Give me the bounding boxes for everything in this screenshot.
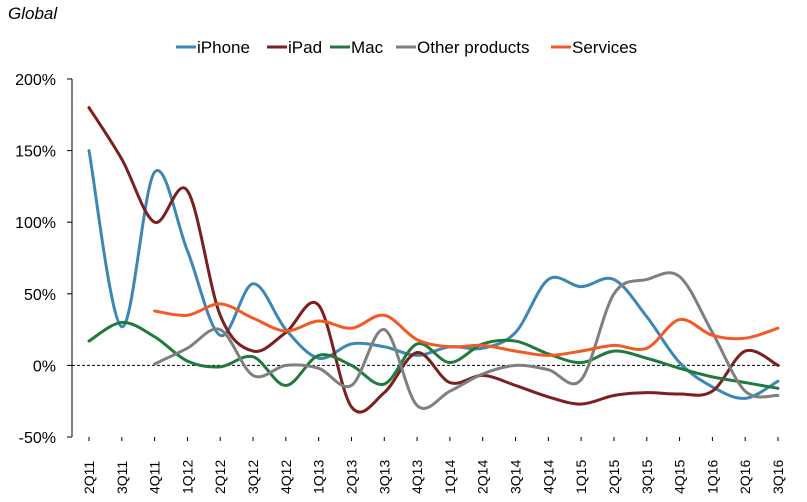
x-tick-label: 4Q15	[672, 460, 688, 494]
x-tick-label: 3Q15	[639, 460, 655, 494]
y-tick-label: -50%	[19, 430, 56, 447]
y-tick-label: 100%	[15, 215, 56, 232]
x-tick-label: 3Q12	[245, 460, 261, 494]
legend-label-other-products: Other products	[417, 38, 529, 57]
x-tick-label: 4Q14	[540, 460, 556, 494]
x-tick-label: 4Q12	[278, 460, 294, 494]
x-tick-label: 3Q16	[770, 460, 786, 494]
legend-label-ipad: iPad	[288, 38, 322, 57]
series-line-services	[153, 302, 780, 357]
series-line-mac	[87, 320, 780, 390]
legend-label-iphone: iPhone	[197, 38, 250, 57]
y-axis: -50% 0% 50% 100% 150% 200%	[15, 72, 72, 447]
y-tick-label: 0%	[33, 358, 56, 375]
chart-title: Global	[8, 4, 58, 23]
x-tick-label: 2Q14	[475, 460, 491, 494]
x-tick-label: 4Q11	[147, 461, 163, 494]
x-tick-label: 2Q13	[343, 460, 359, 494]
x-tick-label: 1Q12	[179, 460, 195, 494]
legend-label-services: Services	[572, 38, 637, 57]
series-line-other-products	[153, 271, 780, 410]
x-tick-label: 1Q15	[573, 460, 589, 494]
x-tick-label: 2Q15	[606, 460, 622, 494]
y-tick-label: 200%	[15, 72, 56, 89]
y-tick-label: 150%	[15, 144, 56, 161]
x-tick-label: 4Q13	[409, 460, 425, 494]
series-lines	[87, 106, 780, 414]
x-tick-label: 3Q11	[114, 461, 130, 494]
x-tick-label: 3Q13	[376, 460, 392, 494]
y-tick-label: 50%	[24, 287, 56, 304]
x-tick-label: 1Q16	[704, 460, 720, 494]
x-tick-label: 2Q11	[81, 461, 97, 494]
legend-label-mac: Mac	[351, 38, 384, 57]
x-tick-label: 1Q14	[442, 460, 458, 494]
x-tick-label: 1Q13	[311, 460, 327, 494]
legend: iPhone iPad Mac Other products Services	[176, 38, 637, 57]
x-tick-label: 2Q16	[737, 460, 753, 494]
x-tick-label: 2Q12	[212, 460, 228, 494]
series-line-ipad	[87, 106, 780, 414]
x-tick-label: 3Q14	[508, 460, 524, 494]
x-axis: 2Q11 3Q11 4Q11 1Q12 2Q12 3Q12 4Q12 1Q13 2Q13 3Q13…	[81, 437, 786, 494]
